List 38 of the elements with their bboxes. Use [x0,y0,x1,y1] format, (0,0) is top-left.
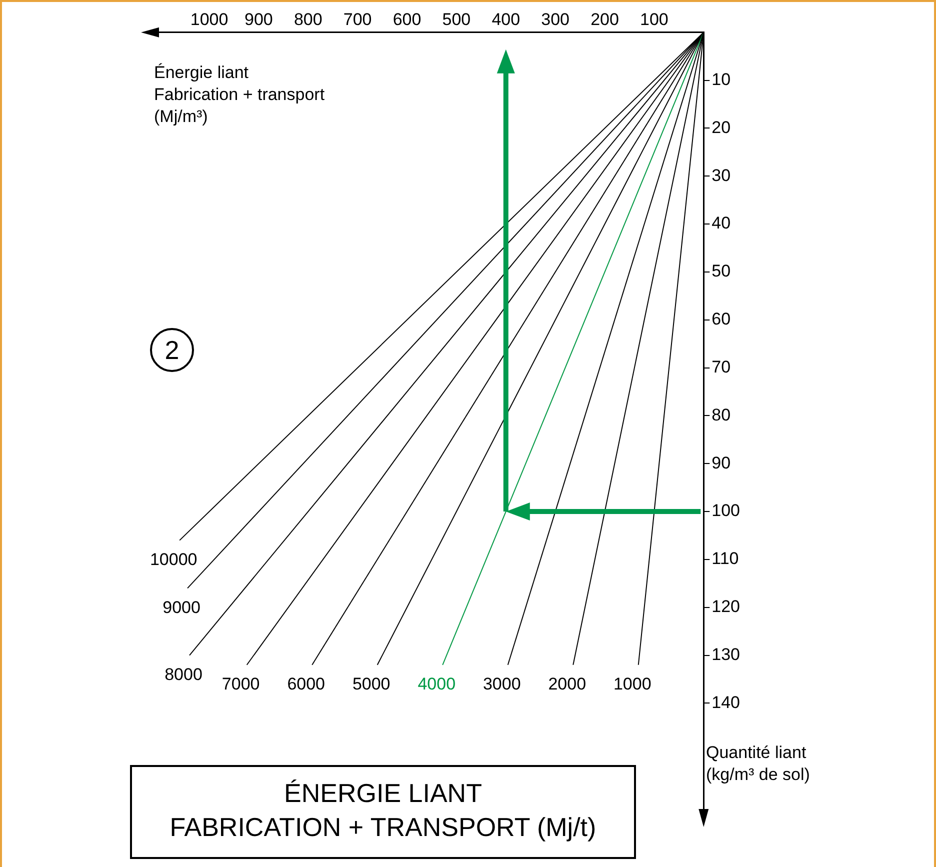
series-label: 4000 [418,674,456,694]
annotation: 2 [150,328,194,372]
series-label: 6000 [287,674,326,694]
y-tick-label: 30 [712,166,731,185]
x-tick-label: 300 [541,10,570,29]
y-tick-label: 50 [712,262,731,281]
y-tick-label: 90 [712,453,731,472]
x-tick-label: 600 [392,10,422,29]
y-tick-label: 140 [712,692,740,712]
y-tick-label: 110 [712,549,739,568]
x-tick-label: 1000 [190,10,228,29]
y-axis-title: Quantité liant (kg/m³ de sol) [706,742,810,786]
y-tick-label: 20 [712,118,731,137]
y-tick-label: 70 [712,357,731,376]
series-label: 9000 [162,598,200,617]
series-label: 7000 [222,674,260,694]
x-tick-label: 400 [492,10,520,29]
x-tick-label: 200 [590,10,619,29]
x-tick-label: 900 [244,10,273,29]
x-tick-label: 700 [343,10,372,29]
y-tick-label: 10 [712,70,731,90]
series-label: 3000 [482,674,521,694]
x-tick-label: 800 [294,10,322,29]
y-tick-label: 130 [712,644,740,664]
x-axis-title: Énergie liant Fabrication + transport (Mj/m³) [154,62,325,128]
x-tick-label: 500 [442,10,471,29]
y-tick-label: 120 [712,597,740,616]
series-label: 10000 [150,550,198,569]
annotation: ÉNERGIE LIANT FABRICATION + TRANSPORT (Mj/t) [130,765,636,859]
series-label: 1000 [613,674,652,694]
series-label: 5000 [352,674,390,694]
series-label: 2000 [548,674,586,694]
y-tick-label: 100 [712,501,740,520]
y-tick-label: 80 [712,405,731,424]
y-tick-label: 40 [712,214,731,233]
y-tick-label: 60 [712,310,731,329]
x-tick-label: 100 [640,10,668,29]
series-label: 8000 [164,664,202,684]
